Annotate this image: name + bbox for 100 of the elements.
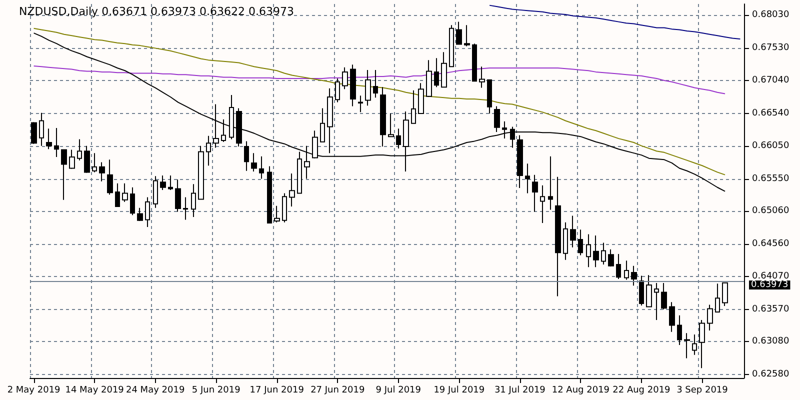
y-tick-label: 0.68030 <box>752 10 790 20</box>
x-tick-label: 2 May 2019 <box>7 386 61 396</box>
ref-line-label: 0.63973 <box>751 280 788 290</box>
candlestick <box>434 58 439 88</box>
candlestick <box>380 86 386 147</box>
candlestick <box>464 24 470 47</box>
candlestick <box>221 118 226 142</box>
candlestick <box>137 207 143 222</box>
y-tick-label: 0.64560 <box>752 239 790 250</box>
candlestick <box>715 283 720 313</box>
candlestick <box>608 248 614 268</box>
candlestick <box>540 184 545 224</box>
line-series <box>489 4 741 40</box>
candlestick <box>699 319 705 369</box>
candlestick <box>92 152 97 173</box>
candlestick <box>548 156 553 210</box>
candlestick <box>213 104 219 148</box>
x-tick-label: 24 May 2019 <box>126 386 185 396</box>
x-tick-label: 12 Aug 2019 <box>552 386 610 396</box>
candlestick <box>39 112 44 146</box>
y-tick-label: 0.66050 <box>752 140 790 151</box>
candlestick <box>183 196 188 220</box>
candlestick <box>99 162 105 182</box>
x-tick-label: 17 Jun 2019 <box>250 386 304 396</box>
candlestick <box>639 275 644 306</box>
x-tick-label: 22 Aug 2019 <box>612 386 671 396</box>
y-tick-label: 0.66540 <box>752 108 790 118</box>
candlestick <box>153 176 158 208</box>
candlestick <box>358 95 363 113</box>
candlestick <box>84 145 90 174</box>
candlestick <box>411 90 416 124</box>
candlestick <box>145 196 150 228</box>
candlestick <box>274 205 280 223</box>
candlestick <box>61 149 67 200</box>
x-tick-label: 14 May 2019 <box>65 386 124 396</box>
candlestick <box>563 222 568 260</box>
candlestick <box>555 176 561 297</box>
candlestick <box>69 149 75 170</box>
candlestick <box>593 235 599 268</box>
y-tick-label: 0.63570 <box>752 304 790 314</box>
candlestick <box>707 304 713 332</box>
candlestick <box>684 332 690 359</box>
candlestick <box>472 43 477 82</box>
x-tick-label: 27 Jun 2019 <box>310 386 365 396</box>
candlestick <box>267 166 272 224</box>
candlestick <box>502 120 507 140</box>
candlestick <box>631 265 637 286</box>
candlestick <box>677 314 682 346</box>
candlestick <box>206 135 211 166</box>
candlestick <box>335 78 340 103</box>
candlestick <box>259 156 264 180</box>
y-tick-label: 0.65060 <box>752 206 790 216</box>
candlestick <box>130 186 135 216</box>
candlestick <box>669 302 675 332</box>
candlestick <box>661 282 667 310</box>
y-tick-label: 0.63080 <box>752 336 790 347</box>
candlestick <box>456 21 462 45</box>
y-tick-label: 0.62580 <box>752 370 790 380</box>
candlestick <box>373 69 378 98</box>
candlestick <box>160 175 166 191</box>
candlestick <box>31 122 37 144</box>
candlestick <box>494 106 500 132</box>
candlestick <box>510 126 515 148</box>
x-tick-label: 3 Sep 2019 <box>676 386 728 396</box>
candlestick <box>122 182 128 202</box>
candlestick <box>312 130 318 159</box>
candlestick <box>388 112 394 138</box>
x-tick-label: 5 Jun 2019 <box>192 386 241 396</box>
candlestick <box>191 184 196 218</box>
candlestick <box>578 229 583 256</box>
candlestick <box>517 134 523 189</box>
candlestick <box>441 52 447 88</box>
candlestick <box>532 174 538 212</box>
candlestick <box>449 24 454 68</box>
y-tick-label: 0.67040 <box>752 76 790 86</box>
candlestick <box>244 140 249 172</box>
candlestick <box>168 175 173 191</box>
candlestick <box>487 79 492 114</box>
candlestick <box>342 66 348 90</box>
candlestick <box>107 159 113 196</box>
candlestick <box>198 145 204 200</box>
candlestick <box>418 82 424 114</box>
y-tick-label: 0.67530 <box>752 43 790 54</box>
candlestick <box>115 182 120 207</box>
y-tick-label: 0.64070 <box>752 271 790 282</box>
candlestick <box>525 163 530 194</box>
candlestick <box>350 64 356 107</box>
candlestick <box>282 192 287 223</box>
candlestick <box>320 108 325 142</box>
candlestick <box>304 145 310 180</box>
candlestick <box>54 128 59 158</box>
x-tick-label: 9 Jul 2019 <box>376 386 422 396</box>
chart-title: NZDUSD,Daily 0.63671 0.63973 0.63622 0.63973 <box>19 5 294 18</box>
candlestick <box>646 274 652 308</box>
candlestick <box>570 215 576 248</box>
candlestick <box>229 94 234 140</box>
candlestick <box>289 173 295 207</box>
candlestick <box>77 138 82 161</box>
candlestick <box>616 253 621 280</box>
candlestick <box>396 128 401 149</box>
